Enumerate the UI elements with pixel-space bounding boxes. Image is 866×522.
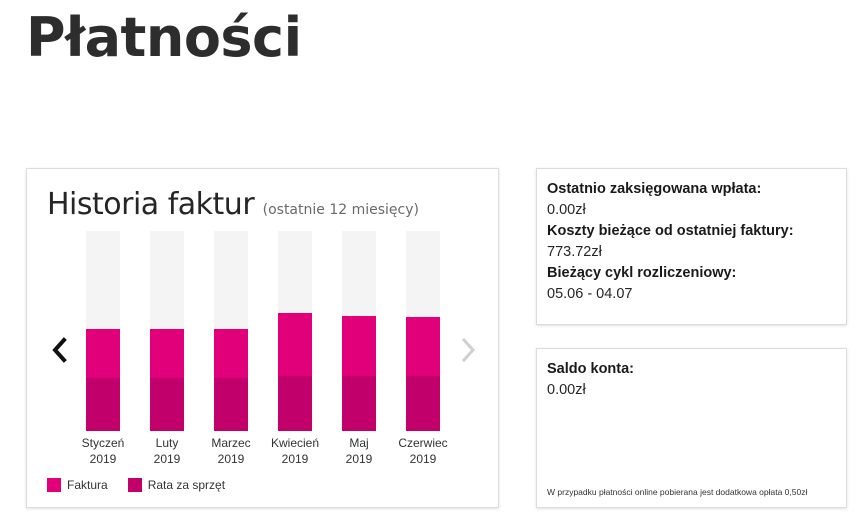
x-axis-label-6: Czerwiec 2019 — [388, 435, 458, 467]
invoice-history-header: Historia faktur (ostatnie 12 miesięcy) — [47, 187, 419, 222]
legend-item-rata: Rata za sprzęt — [127, 478, 226, 492]
bar-column-2[interactable] — [150, 231, 184, 431]
bar-column-5[interactable] — [342, 231, 376, 431]
last-payment-label: Ostatnio zaksięgowana wpłata: — [547, 181, 762, 197]
bar-column-6[interactable] — [406, 231, 440, 431]
x-axis-year: 2019 — [281, 452, 309, 466]
bar-rata-segment-3 — [214, 378, 248, 431]
legend-label-rata: Rata za sprzęt — [147, 478, 226, 492]
bar-column-4[interactable] — [278, 231, 312, 431]
billing-cycle-label: Bieżący cykl rozliczeniowy: — [547, 265, 737, 281]
x-axis-year: 2019 — [217, 452, 245, 466]
x-axis-year: 2019 — [153, 452, 181, 466]
x-axis-label-1: Styczeń 2019 — [68, 435, 138, 467]
payment-summary-card: Ostatnio zaksięgowana wpłata: 0.00zł Kos… — [536, 168, 847, 325]
legend-item-faktura: Faktura — [47, 478, 108, 492]
balance-value: 0.00zł — [547, 382, 586, 398]
online-payment-fee-note: W przypadku płatności online pobierana j… — [547, 487, 808, 497]
x-axis-month: Czerwiec — [398, 436, 448, 450]
bar-rata-segment-2 — [150, 378, 184, 431]
x-axis-month: Kwiecień — [270, 436, 320, 450]
chart-legend: Faktura Rata za sprzęt — [47, 478, 245, 492]
bar-faktura-segment-3 — [214, 329, 248, 378]
balance-label: Saldo konta: — [547, 361, 635, 377]
bar-faktura-segment-2 — [150, 329, 184, 378]
x-axis-label-4: Kwiecień 2019 — [260, 435, 330, 467]
bar-column-1[interactable] — [86, 231, 120, 431]
invoice-history-card: Historia faktur (ostatnie 12 miesięcy) S… — [26, 168, 499, 508]
bar-faktura-segment-4 — [278, 313, 312, 376]
bar-rata-segment-1 — [86, 378, 120, 431]
bar-rata-segment-5 — [342, 376, 376, 431]
legend-swatch-faktura — [47, 478, 61, 492]
invoice-history-subtitle: (ostatnie 12 miesięcy) — [262, 202, 419, 218]
billing-cycle-value: 05.06 - 04.07 — [547, 286, 633, 302]
x-axis-year: 2019 — [89, 452, 117, 466]
current-costs-label: Koszty bieżące od ostatniej faktury: — [547, 223, 794, 239]
x-axis-month: Luty — [155, 436, 179, 450]
last-payment-value: 0.00zł — [547, 202, 586, 218]
account-balance-card: Saldo konta: 0.00zł W przypadku płatnośc… — [536, 348, 847, 508]
x-axis-label-5: Maj 2019 — [324, 435, 394, 467]
x-axis-month: Maj — [349, 436, 369, 450]
current-costs-value: 773.72zł — [547, 244, 602, 260]
bar-rata-segment-4 — [278, 376, 312, 431]
bar-faktura-segment-6 — [406, 317, 440, 376]
bar-faktura-segment-1 — [86, 329, 120, 378]
chevron-left-icon[interactable] — [49, 335, 71, 365]
x-axis-month: Styczeń — [81, 436, 125, 450]
invoice-history-chart: Styczeń 2019 Luty 2019 Marzec 2019 Kwiecień 201… — [27, 169, 500, 509]
legend-label-faktura: Faktura — [67, 478, 108, 492]
page-title: Płatności — [26, 6, 302, 69]
x-axis-label-3: Marzec 2019 — [196, 435, 266, 467]
invoice-history-title: Historia faktur — [47, 187, 255, 222]
bar-rata-segment-6 — [406, 376, 440, 431]
chevron-right-icon[interactable] — [457, 335, 479, 365]
legend-swatch-rata — [127, 478, 142, 492]
x-axis-year: 2019 — [345, 452, 373, 466]
bar-column-3[interactable] — [214, 231, 248, 431]
bar-faktura-segment-5 — [342, 316, 376, 376]
x-axis-month: Marzec — [211, 436, 251, 450]
x-axis-label-2: Luty 2019 — [132, 435, 202, 467]
x-axis-year: 2019 — [409, 452, 437, 466]
